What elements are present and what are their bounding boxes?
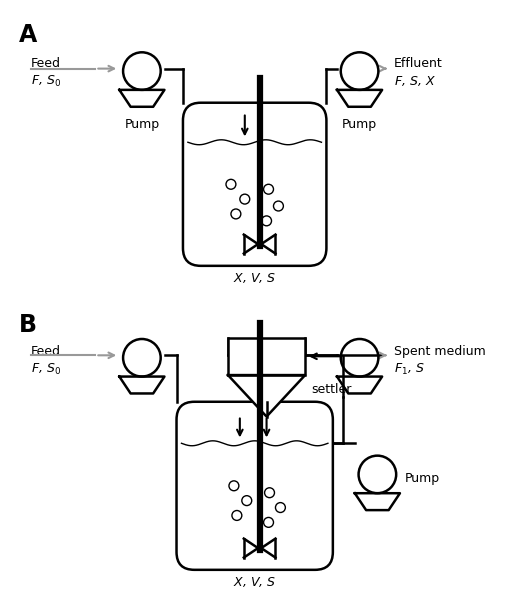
Text: Feed: Feed (31, 57, 61, 70)
Text: Feed: Feed (31, 345, 61, 358)
Text: Pump: Pump (405, 473, 440, 486)
Text: $F$, $S_0$: $F$, $S_0$ (31, 74, 61, 89)
FancyBboxPatch shape (183, 103, 327, 266)
Text: A: A (19, 23, 37, 47)
Bar (228, 337, 305, 375)
Text: $X$, $V$, $S$: $X$, $V$, $S$ (233, 271, 276, 285)
Text: settler: settler (311, 383, 351, 396)
Text: $F$, $S$, $X$: $F$, $S$, $X$ (394, 74, 436, 88)
Text: Pump: Pump (124, 118, 159, 131)
Text: B: B (19, 313, 37, 337)
Text: $F$, $S_0$: $F$, $S_0$ (31, 362, 61, 377)
Text: $X$, $V$, $S$: $X$, $V$, $S$ (233, 575, 276, 589)
Text: Effluent: Effluent (394, 57, 443, 70)
Text: Pump: Pump (342, 118, 377, 131)
Polygon shape (228, 375, 305, 417)
FancyBboxPatch shape (177, 402, 333, 570)
Text: $F_1$, $S$: $F_1$, $S$ (394, 362, 425, 377)
Text: Spent medium: Spent medium (394, 345, 486, 358)
